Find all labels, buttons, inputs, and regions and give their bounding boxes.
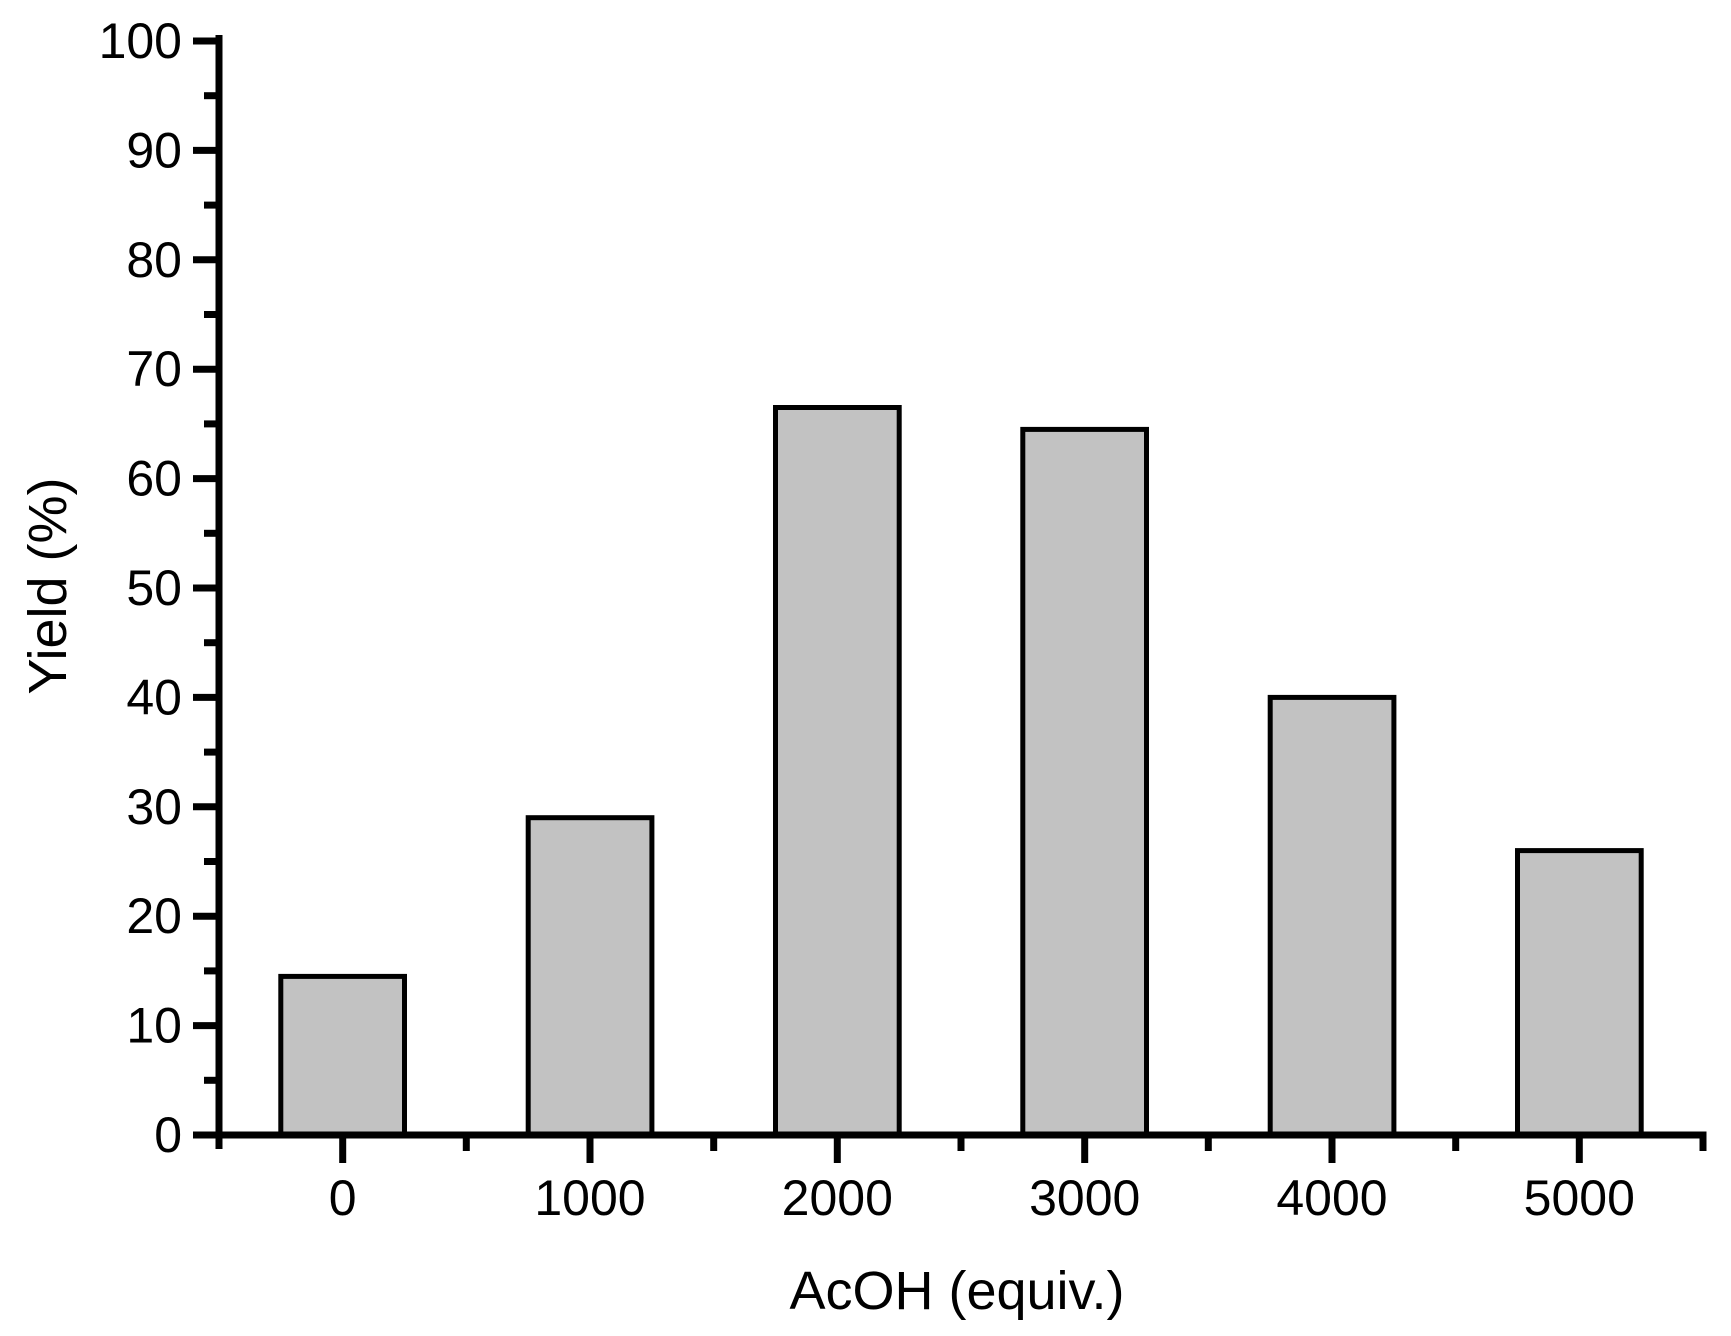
y-tick-label-30: 30 [126, 779, 182, 835]
bar-1000 [525, 815, 655, 1138]
y-tick-label-40: 40 [126, 669, 182, 725]
x-tick-label-2000: 2000 [782, 1170, 893, 1226]
y-tick-label-70: 70 [126, 341, 182, 397]
y-tick-label-10: 10 [126, 998, 182, 1054]
y-tick-label-0: 0 [154, 1107, 182, 1163]
y-tick-label-60: 60 [126, 451, 182, 507]
x-tick-label-0: 0 [329, 1170, 357, 1226]
y-tick-label-80: 80 [126, 232, 182, 288]
bar-2000 [773, 405, 902, 1138]
y-tick-label-20: 20 [126, 888, 182, 944]
bar-0 [278, 973, 407, 1138]
x-tick-label-3000: 3000 [1029, 1170, 1140, 1226]
y-axis-title: Yield (%) [18, 477, 78, 694]
y-tick-label-50: 50 [126, 560, 182, 616]
bar-4000 [1267, 694, 1397, 1138]
bar-5000 [1515, 848, 1644, 1138]
x-tick-label-5000: 5000 [1524, 1170, 1635, 1226]
bar-3000 [1020, 426, 1149, 1138]
y-tick-label-100: 100 [99, 13, 182, 69]
bars-layer [278, 405, 1644, 1138]
y-tick-label-90: 90 [126, 122, 182, 178]
x-tick-label-1000: 1000 [534, 1170, 645, 1226]
x-tick-label-4000: 4000 [1276, 1170, 1387, 1226]
x-axis-title: AcOH (equiv.) [789, 1261, 1124, 1321]
